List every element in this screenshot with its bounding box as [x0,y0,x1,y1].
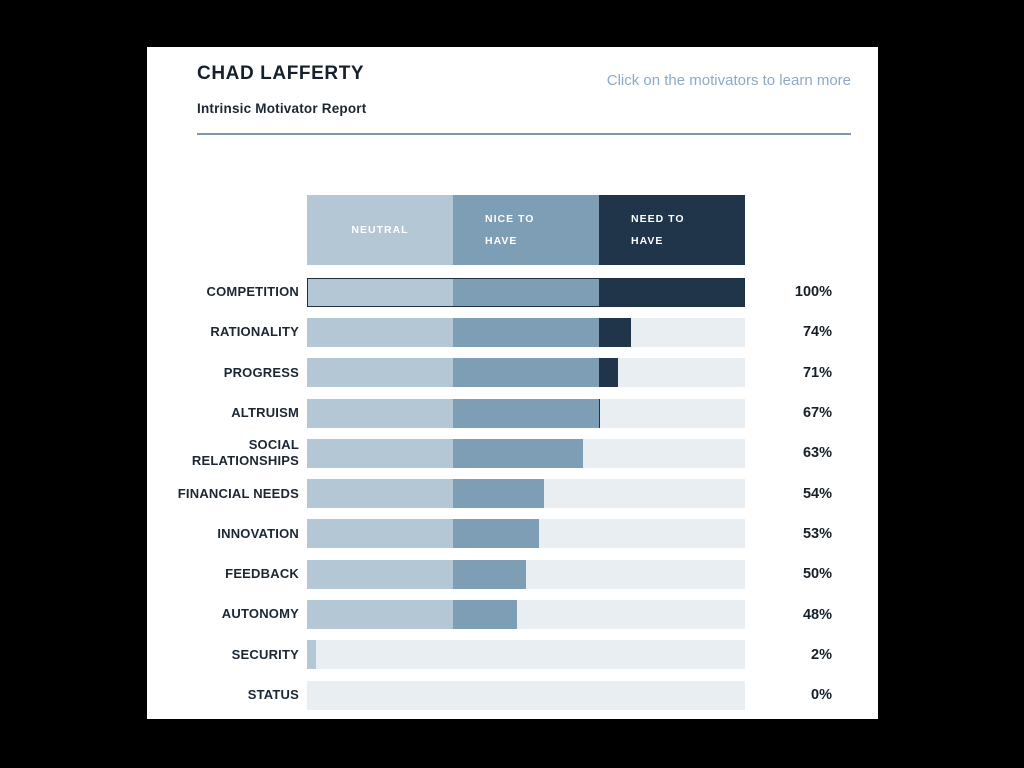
motivator-label[interactable]: FINANCIAL NEEDS [177,485,299,501]
bar-segment-nice-to-have [453,559,526,589]
bar-segment-neutral [307,438,454,468]
bar-segment-nice-to-have [453,358,599,388]
value-label: 50% [802,566,832,583]
motivator-row[interactable]: RATIONALITY 74% [147,312,878,352]
legend-label: NEED TO HAVE [631,212,685,247]
motivator-bar[interactable] [307,277,745,307]
bar-segment-need-to-have [599,398,601,428]
motivator-row[interactable]: STATUS 0% [147,675,878,715]
header-divider [197,133,851,135]
bar-segment-need-to-have [598,278,745,306]
motivator-label[interactable]: INNOVATION [217,525,299,541]
motivator-row[interactable]: COMPETITION 100% [147,272,878,312]
value-label: 0% [811,687,832,704]
bar-segment-neutral [307,479,454,509]
legend-label: NICE TO HAVE [485,212,535,247]
value-label: 100% [794,284,832,301]
chart-rows: COMPETITION 100% RATIONALITY 74% PROGRES… [147,272,878,715]
report-panel: CHAD LAFFERTY Intrinsic Motivator Report… [147,47,878,719]
bar-segment-need-to-have [599,317,632,347]
bar-segment-neutral [307,600,454,630]
motivator-row[interactable]: SOCIAL RELATIONSHIPS 63% [147,433,878,473]
motivator-bar[interactable] [307,438,745,468]
motivator-label[interactable]: ALTRUISM [231,404,299,420]
motivator-row[interactable]: AUTONOMY 48% [147,594,878,634]
bar-segment-neutral [307,519,454,549]
value-label: 2% [811,646,832,663]
motivator-bar[interactable] [307,398,745,428]
value-label: 67% [802,405,832,422]
motivator-row[interactable]: FEEDBACK 50% [147,554,878,594]
legend-bar: NEUTRAL NICE TO HAVE NEED TO HAVE [307,195,745,265]
bar-segment-nice-to-have [453,398,599,428]
value-label: 63% [802,445,832,462]
bar-segment-neutral [308,278,454,306]
motivator-row[interactable]: FINANCIAL NEEDS 54% [147,473,878,513]
value-label: 54% [802,485,832,502]
legend-label: NEUTRAL [351,223,409,236]
header-left: CHAD LAFFERTY Intrinsic Motivator Report [197,63,366,116]
bar-segment-nice-to-have [453,278,599,306]
bar-segment-nice-to-have [453,479,544,509]
motivator-bar[interactable] [307,640,745,670]
bar-segment-need-to-have [599,358,618,388]
value-label: 71% [802,364,832,381]
motivator-label[interactable]: STATUS [247,686,299,702]
motivator-bar[interactable] [307,358,745,388]
motivator-chart: NEUTRAL NICE TO HAVE NEED TO HAVE COMPET… [147,195,878,715]
motivator-label[interactable]: FEEDBACK [225,566,299,582]
bar-segment-neutral [307,317,454,347]
value-label: 48% [802,606,832,623]
bar-segment-neutral [307,358,454,388]
bar-segment-nice-to-have [453,600,518,630]
motivator-bar[interactable] [307,600,745,630]
motivator-bar[interactable] [307,680,745,710]
motivator-label[interactable]: COMPETITION [206,284,299,300]
report-title: Intrinsic Motivator Report [197,101,367,116]
legend-segment: NEUTRAL [307,195,453,265]
motivator-label[interactable]: AUTONOMY [221,606,299,622]
motivator-bar[interactable] [307,559,745,589]
motivator-bar[interactable] [307,317,745,347]
motivator-row[interactable]: INNOVATION 53% [147,514,878,554]
motivator-label[interactable]: RATIONALITY [210,324,299,340]
motivator-bar[interactable] [307,519,745,549]
value-label: 53% [802,525,832,542]
person-name: CHAD LAFFERTY [197,63,365,84]
bar-segment-nice-to-have [453,438,583,468]
report-header: CHAD LAFFERTY Intrinsic Motivator Report… [147,47,878,116]
motivator-row[interactable]: ALTRUISM 67% [147,393,878,433]
bar-segment-nice-to-have [453,317,599,347]
motivator-label[interactable]: SECURITY [231,646,299,662]
legend-segment: NEED TO HAVE [599,195,745,265]
bar-segment-neutral [307,640,316,670]
value-label: 74% [802,324,832,341]
motivator-label[interactable]: PROGRESS [223,364,299,380]
motivator-row[interactable]: PROGRESS 71% [147,353,878,393]
bar-segment-neutral [307,398,454,428]
legend-segment: NICE TO HAVE [453,195,599,265]
bar-segment-neutral [307,559,454,589]
motivator-label[interactable]: SOCIAL RELATIONSHIPS [191,437,299,469]
bar-segment-nice-to-have [453,519,540,549]
hint-text: Click on the motivators to learn more [606,72,851,89]
motivator-row[interactable]: SECURITY 2% [147,635,878,675]
motivator-bar[interactable] [307,479,745,509]
